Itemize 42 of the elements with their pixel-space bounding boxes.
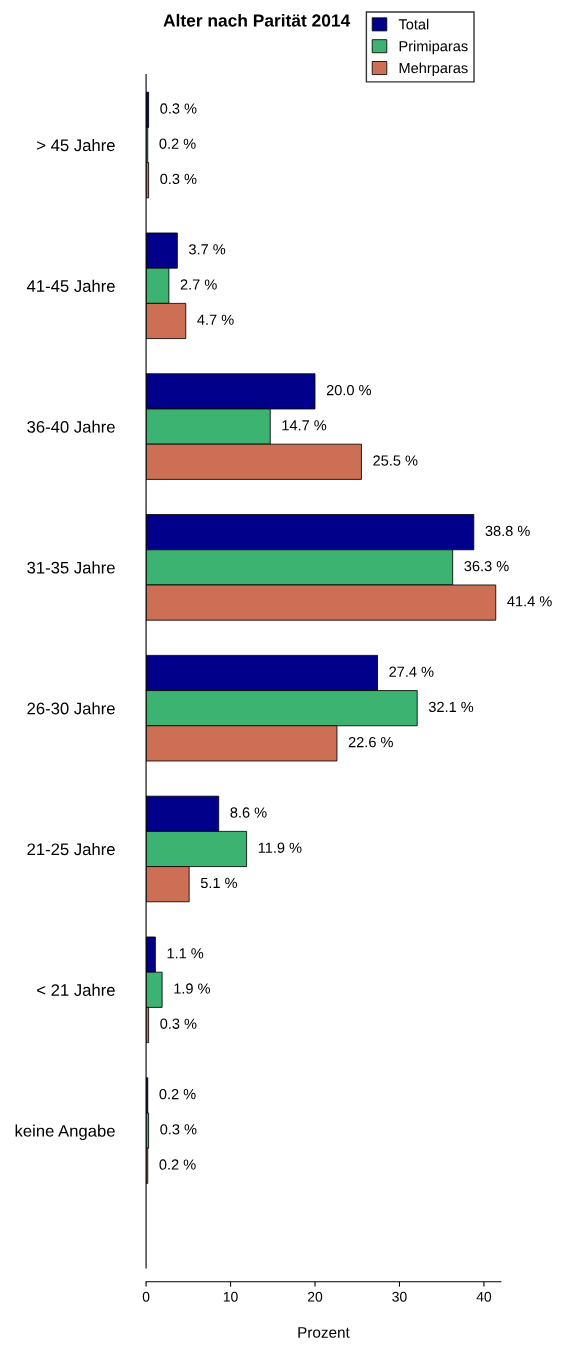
data-label: 20.0 % xyxy=(326,384,371,396)
data-label: 4.7 % xyxy=(197,314,234,325)
y-tick-label: > 45 Jahre xyxy=(37,138,115,152)
data-label: 0.3 % xyxy=(160,1124,197,1135)
legend-label: Mehrparas xyxy=(399,62,468,77)
y-tick-label: 31-35 Jahre xyxy=(27,561,115,574)
y-tick-label: < 21 Jahre xyxy=(37,983,115,996)
data-label: 0.2 % xyxy=(159,138,196,149)
legend-label: Primiparas xyxy=(399,40,468,55)
x-tick-label: 10 xyxy=(223,1291,238,1302)
legend-label: Total xyxy=(398,18,429,30)
data-label: 5.1 % xyxy=(200,877,238,889)
data-label: 2.7 % xyxy=(180,279,217,290)
data-label: 36.3 % xyxy=(464,560,509,572)
data-label: 0.2 % xyxy=(159,1088,196,1100)
y-tick-label: 26-30 Jahre xyxy=(27,702,115,715)
data-label: 0.3 % xyxy=(160,173,197,185)
y-tick-label: 21-25 Jahre xyxy=(27,842,115,856)
data-label: 41.4 % xyxy=(507,596,552,607)
chart-title: Alter nach Parität 2014 xyxy=(163,13,351,27)
data-label: 8.6 % xyxy=(230,807,267,818)
x-tick-label: 40 xyxy=(476,1291,492,1302)
data-label: 0.2 % xyxy=(159,1159,196,1170)
data-label: 11.9 % xyxy=(258,842,302,853)
data-label: 27.4 % xyxy=(389,666,434,677)
data-label: 22.6 % xyxy=(348,736,393,748)
data-label: 3.7 % xyxy=(189,244,226,255)
data-label: 1.9 % xyxy=(174,983,211,994)
y-tick-label: 36-40 Jahre xyxy=(27,420,115,433)
x-tick-label: 30 xyxy=(392,1291,407,1302)
data-label: 0.3 % xyxy=(160,103,197,114)
x-tick-label: 0 xyxy=(142,1291,150,1302)
data-label: 32.1 % xyxy=(428,701,474,713)
data-label: 25.5 % xyxy=(373,455,418,466)
data-label: 14.7 % xyxy=(282,420,327,431)
data-label: 1.1 % xyxy=(167,948,204,959)
y-tick-label: 41-45 Jahre xyxy=(26,279,115,292)
x-axis-title: Prozent xyxy=(298,1327,350,1338)
y-tick-label: keine Angabe xyxy=(15,1124,115,1141)
data-label: 38.8 % xyxy=(485,525,530,537)
x-tick-label: 20 xyxy=(307,1291,323,1302)
data-label: 0.3 % xyxy=(160,1018,197,1029)
